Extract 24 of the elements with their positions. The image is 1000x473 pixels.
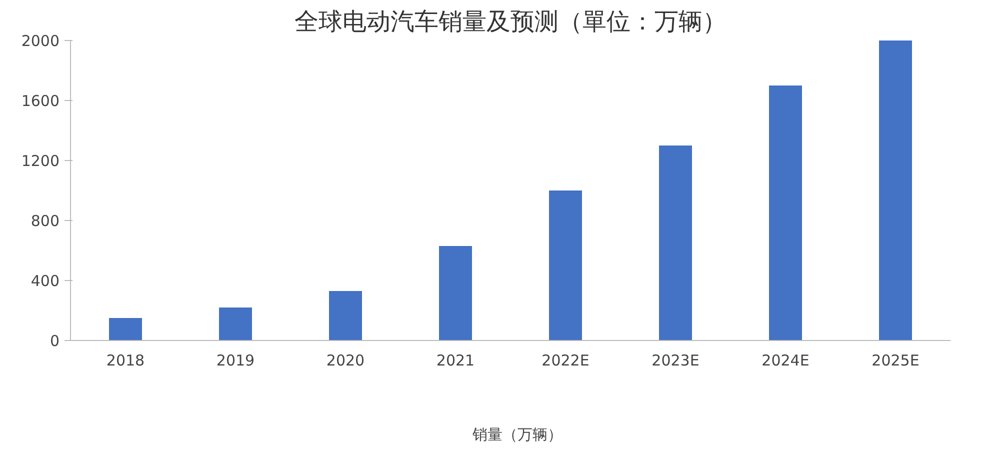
y-tick-label: 400 (30, 272, 60, 290)
bar (329, 291, 362, 340)
chart-title: 全球电动汽车销量及预测（單位：万辆） (294, 8, 726, 36)
bar (769, 86, 802, 340)
x-tick-label: 2021 (436, 352, 475, 370)
bar (439, 246, 472, 340)
x-tick-label: 2020 (326, 352, 365, 370)
x-tick-label: 2024E (762, 352, 810, 370)
bar (659, 146, 692, 340)
x-tick-label: 2018 (106, 352, 145, 370)
x-tick-label: 2019 (216, 352, 255, 370)
y-tick-label: 2000 (21, 32, 60, 50)
y-tick-label: 0 (50, 332, 60, 350)
bar (879, 40, 912, 340)
x-tick-label: 2022E (542, 352, 590, 370)
y-tick-label: 1600 (21, 92, 60, 110)
bar (549, 190, 582, 340)
text: 销量（万辆） (472, 426, 562, 444)
y-tick-label: 1200 (21, 152, 60, 170)
x-tick-label: 2025E (872, 352, 920, 370)
bar (219, 308, 252, 340)
bar (109, 318, 142, 340)
x-tick-label: 2023E (652, 352, 700, 370)
y-tick-label: 800 (30, 212, 60, 230)
